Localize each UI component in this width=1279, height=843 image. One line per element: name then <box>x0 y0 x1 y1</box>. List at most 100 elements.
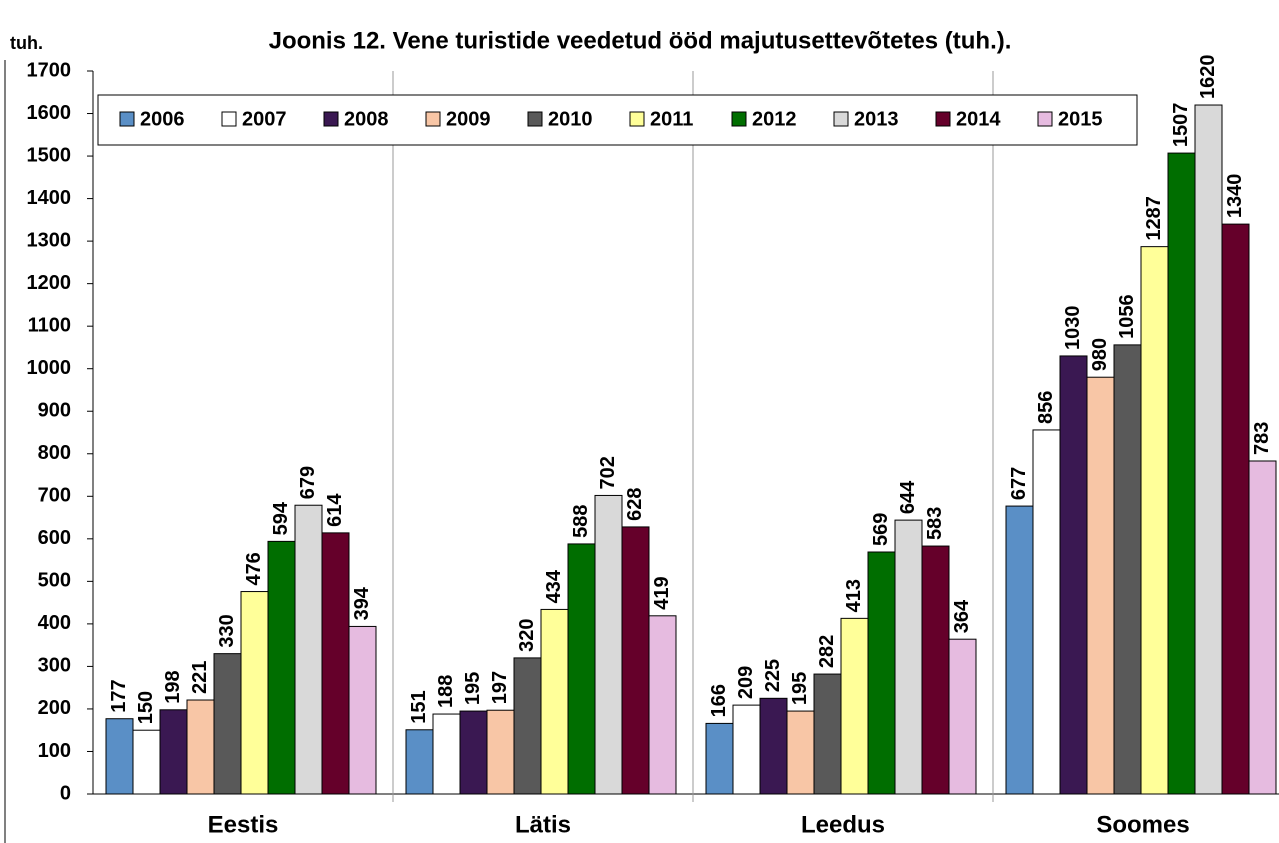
y-tick-label: 300 <box>38 655 71 677</box>
legend-label: 2015 <box>1058 108 1103 130</box>
value-label: 394 <box>351 586 373 620</box>
value-label: 980 <box>1089 338 1111 371</box>
value-label: 419 <box>651 576 673 609</box>
bar <box>759 697 788 795</box>
value-label: 225 <box>762 659 784 692</box>
value-label: 614 <box>324 493 346 527</box>
legend-label: 2006 <box>140 108 185 130</box>
value-label: 151 <box>408 690 430 723</box>
bar <box>105 718 134 795</box>
bar <box>1059 355 1088 795</box>
legend-label: 2011 <box>650 108 693 130</box>
value-label: 413 <box>843 579 865 612</box>
y-tick-label: 1400 <box>27 187 72 209</box>
legend-swatch <box>629 111 645 127</box>
bar <box>567 543 596 795</box>
bar <box>432 713 461 795</box>
value-label: 628 <box>624 488 646 521</box>
legend-label: 2014 <box>956 108 1001 130</box>
bar <box>405 729 434 795</box>
value-label: 195 <box>462 672 484 705</box>
value-label: 177 <box>108 679 130 712</box>
bar <box>486 709 515 795</box>
bar <box>1248 460 1277 795</box>
bar <box>840 617 869 795</box>
y-tick-label: 100 <box>38 740 71 762</box>
bar <box>267 540 296 795</box>
bar <box>867 551 896 795</box>
bar <box>705 722 734 795</box>
legend-swatch <box>119 111 135 127</box>
legend-swatch <box>833 111 849 127</box>
legend-label: 2007 <box>242 108 287 130</box>
bar <box>732 704 761 795</box>
bar <box>1221 223 1250 795</box>
x-tick-label: Leedus <box>801 811 885 838</box>
y-tick-label: 1000 <box>27 357 72 379</box>
value-label: 588 <box>570 505 592 538</box>
y-tick-label: 500 <box>38 570 71 592</box>
y-tick-label: 1500 <box>27 144 72 166</box>
y-tick-label: 800 <box>38 442 71 464</box>
legend-box <box>97 94 1138 146</box>
value-label: 644 <box>897 480 919 514</box>
value-label: 320 <box>516 619 538 652</box>
value-label: 364 <box>951 599 973 633</box>
legend-swatch <box>935 111 951 127</box>
value-label: 1340 <box>1224 174 1246 219</box>
bar <box>1086 376 1115 795</box>
y-tick-label: 1700 <box>27 59 72 81</box>
value-label: 856 <box>1035 391 1057 424</box>
value-label: 476 <box>243 552 265 585</box>
value-label: 195 <box>789 672 811 705</box>
y-axis-label: tuh. <box>10 33 43 53</box>
y-tick-label: 0 <box>60 782 71 804</box>
y-tick-label: 900 <box>38 400 71 422</box>
value-label: 679 <box>297 466 319 499</box>
legend-swatch <box>527 111 543 127</box>
legend-label: 2010 <box>548 108 593 130</box>
bar <box>513 657 542 795</box>
y-tick-label: 700 <box>38 485 71 507</box>
bar <box>186 699 215 795</box>
x-tick-label: Lätis <box>515 811 571 838</box>
bar <box>813 673 842 795</box>
bar <box>786 710 815 795</box>
y-tick-label: 1300 <box>27 229 72 251</box>
bar <box>213 653 242 795</box>
bar <box>159 709 188 795</box>
value-label: 1507 <box>1170 103 1192 148</box>
legend-swatch <box>323 111 339 127</box>
x-tick-label: Eestis <box>208 811 279 838</box>
value-label: 221 <box>189 661 211 694</box>
bar <box>459 710 488 795</box>
value-label: 1620 <box>1197 55 1219 100</box>
bar <box>321 532 350 795</box>
bar <box>1032 429 1061 795</box>
legend-swatch <box>1037 111 1053 127</box>
value-label: 166 <box>708 684 730 717</box>
bar <box>648 615 677 795</box>
bar <box>621 526 650 795</box>
legend-label: 2012 <box>752 108 797 130</box>
bar <box>294 504 323 795</box>
y-tick-label: 200 <box>38 697 71 719</box>
value-label: 197 <box>489 671 511 704</box>
legend-label: 2008 <box>344 108 389 130</box>
chart-title: Joonis 12. Vene turistide veedetud ööd m… <box>269 27 1012 54</box>
value-label: 783 <box>1251 422 1273 455</box>
bar <box>594 494 623 795</box>
value-label: 1287 <box>1143 196 1165 241</box>
value-label: 282 <box>816 635 838 668</box>
bar <box>1167 152 1196 795</box>
legend-swatch <box>731 111 747 127</box>
value-label: 188 <box>435 675 457 708</box>
value-label: 569 <box>870 513 892 546</box>
value-label: 1056 <box>1116 294 1138 339</box>
value-label: 198 <box>162 670 184 703</box>
legend-label: 2013 <box>854 108 899 130</box>
value-label: 594 <box>270 501 292 535</box>
bar <box>894 519 923 795</box>
y-tick-label: 1600 <box>27 102 72 124</box>
